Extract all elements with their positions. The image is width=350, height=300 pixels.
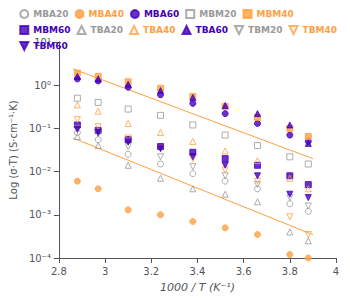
svg-text:MBA40: MBA40 [89,9,124,19]
svg-text:TBM20: TBM20 [248,25,282,35]
svg-text:10⁻³: 10⁻³ [29,209,51,220]
svg-text:3.2: 3.2 [143,266,159,277]
svg-text:10⁻¹: 10⁻¹ [29,123,51,134]
svg-text:1000 / T (K⁻¹): 1000 / T (K⁻¹) [160,281,235,294]
svg-text:MBM20: MBM20 [199,9,236,19]
svg-text:MBM40: MBM40 [256,9,293,19]
svg-text:MBA20: MBA20 [33,9,68,19]
svg-text:10⁻²: 10⁻² [29,166,51,177]
svg-text:TBA40: TBA40 [143,25,176,35]
svg-text:TBA60: TBA60 [196,25,229,35]
svg-text:10⁻⁴: 10⁻⁴ [29,253,51,264]
svg-text:10⁰: 10⁰ [34,80,51,91]
svg-text:4: 4 [333,266,339,277]
svg-text:3.4: 3.4 [190,266,206,277]
svg-text:2.8: 2.8 [51,266,67,277]
svg-text:3.6: 3.6 [236,266,252,277]
svg-text:TBA20: TBA20 [91,25,124,35]
svg-text:3.8: 3.8 [282,266,298,277]
svg-text:MBA60: MBA60 [144,9,179,19]
svg-text:Log (σ·T) (S·cm⁻¹·K): Log (σ·T) (S·cm⁻¹·K) [8,100,19,199]
svg-text:MBM60: MBM60 [33,25,70,35]
svg-text:TBM60: TBM60 [33,41,67,51]
svg-text:TBM40: TBM40 [303,25,337,35]
svg-text:3: 3 [102,266,108,277]
